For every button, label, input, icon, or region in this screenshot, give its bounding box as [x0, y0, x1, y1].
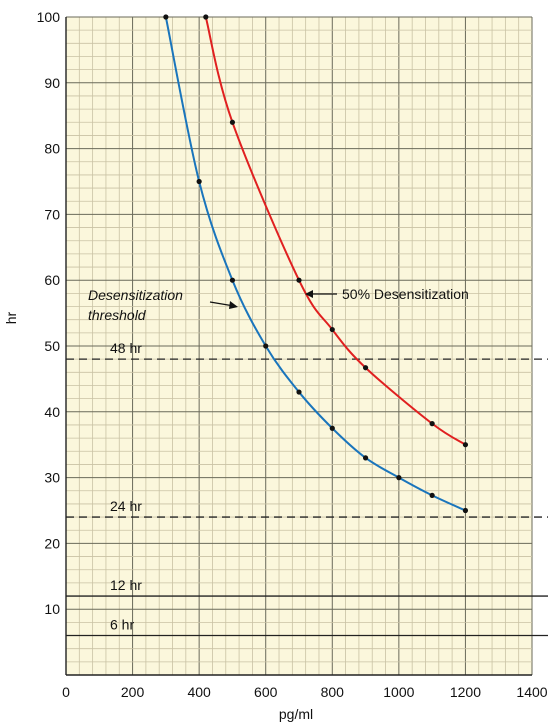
data-point-fifty — [329, 326, 335, 333]
reference-line-label-24hr: 24 hr — [110, 498, 142, 514]
x-tick-label: 0 — [62, 684, 70, 700]
y-tick-label: 90 — [44, 75, 60, 91]
y-tick-label: 60 — [44, 272, 60, 288]
reference-line-label-12hr: 12 hr — [110, 577, 142, 593]
x-tick-label: 1400 — [516, 684, 547, 700]
reference-line-label-6hr: 6 hr — [110, 617, 134, 633]
x-tick-label: 400 — [187, 684, 211, 700]
reference-line-label-48hr: 48 hr — [110, 340, 142, 356]
data-point-threshold — [362, 455, 369, 461]
data-point-fifty — [462, 442, 469, 448]
data-points — [163, 14, 469, 514]
grid — [65, 16, 533, 676]
data-point-fifty — [429, 421, 435, 427]
x-tick-label: 200 — [121, 684, 145, 700]
x-axis-label: pg/ml — [279, 706, 313, 722]
data-point-threshold — [196, 178, 202, 185]
x-tick-label: 800 — [321, 684, 345, 700]
data-point-threshold — [296, 389, 302, 395]
data-point-fifty — [296, 277, 302, 283]
y-axis-label: hr — [3, 311, 19, 324]
y-tick-label: 50 — [44, 338, 60, 354]
y-tick-labels: 10 20 30 40 50 60 70 80 90 100 — [37, 9, 61, 617]
threshold-annotation-line1: Desensitization — [88, 287, 183, 303]
fifty-annotation-arrowhead — [305, 290, 313, 298]
x-tick-label: 600 — [254, 684, 278, 700]
threshold-annotation-line2: threshold — [88, 307, 147, 323]
y-tick-label: 100 — [37, 9, 61, 25]
data-point-fifty — [203, 14, 209, 20]
data-point-threshold — [329, 425, 335, 431]
fifty-annotation: 50% Desensitization — [305, 286, 469, 302]
data-point-threshold — [263, 343, 269, 349]
x-tick-label: 1000 — [383, 684, 414, 700]
y-tick-label: 20 — [44, 535, 60, 551]
data-point-threshold — [163, 14, 169, 20]
data-point-threshold — [396, 475, 402, 481]
x-tick-label: 1200 — [450, 684, 481, 700]
y-tick-label: 80 — [44, 141, 60, 157]
plot-frame — [65, 17, 532, 676]
data-point-fifty — [362, 365, 369, 371]
y-tick-label: 10 — [44, 601, 60, 617]
y-tick-label: 40 — [44, 404, 60, 420]
fifty-annotation-label: 50% Desensitization — [342, 286, 469, 302]
x-tick-labels: 0 200 400 600 800 1000 1200 1400 — [62, 684, 548, 700]
reference-lines: 48 hr 24 hr 12 hr 6 hr — [66, 340, 548, 637]
threshold-annotation: Desensitization threshold — [88, 287, 238, 323]
y-tick-label: 30 — [44, 470, 60, 486]
data-point-threshold — [229, 277, 236, 283]
data-point-fifty — [229, 119, 236, 125]
data-point-threshold — [462, 507, 469, 514]
threshold-annotation-arrowhead — [229, 301, 238, 309]
y-tick-label: 70 — [44, 206, 60, 222]
data-point-threshold — [429, 492, 435, 498]
